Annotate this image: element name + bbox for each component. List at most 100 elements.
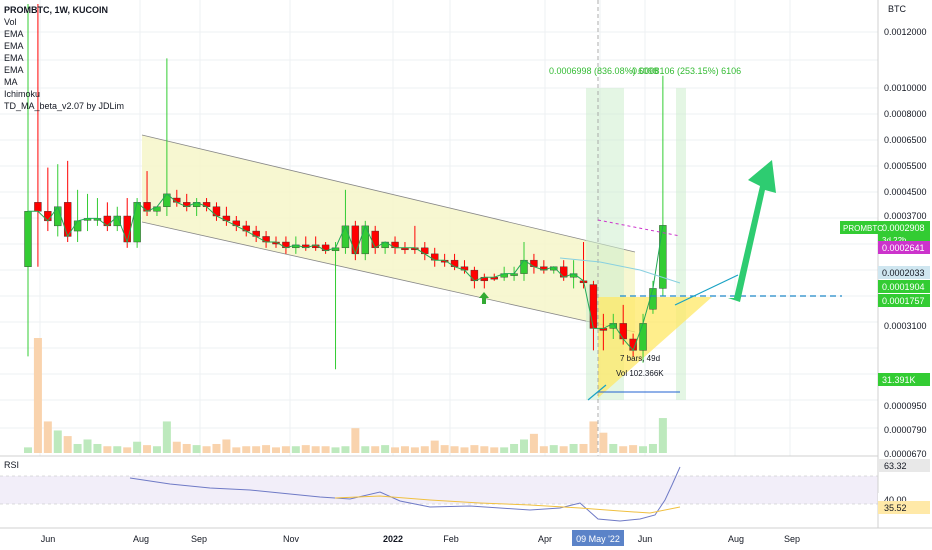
price-tick-label: 0.0006500 bbox=[884, 135, 927, 145]
candle-body bbox=[391, 241, 399, 249]
indicator-ma[interactable]: MA bbox=[4, 77, 18, 87]
volume-bar bbox=[291, 446, 300, 453]
volume-bar bbox=[202, 446, 211, 453]
volume-bar bbox=[281, 446, 290, 453]
volume-bar bbox=[470, 445, 479, 453]
price-tick-label: 0.0000670 bbox=[884, 449, 927, 459]
volume-bar bbox=[272, 447, 280, 453]
ema-line bbox=[28, 193, 664, 352]
candle-body bbox=[123, 215, 131, 243]
volume-bar bbox=[391, 447, 400, 453]
time-tick-label: 2022 bbox=[383, 534, 403, 544]
candle-body bbox=[371, 230, 379, 249]
ma-line bbox=[559, 257, 681, 284]
volume-bar bbox=[490, 447, 499, 453]
volume-bar bbox=[83, 439, 92, 453]
price-badge-value: 0.0001904 bbox=[882, 282, 925, 292]
indicator-ema-3[interactable]: EMA bbox=[4, 53, 24, 63]
price-tick-label: 0.0000790 bbox=[884, 425, 927, 435]
volume-bar bbox=[430, 440, 439, 453]
rsi-line bbox=[129, 466, 681, 522]
volume-bar bbox=[480, 446, 489, 453]
volume-bar bbox=[103, 446, 112, 453]
time-tick-label: Sep bbox=[191, 534, 207, 544]
price-badge-value: 0.0002641 bbox=[882, 243, 925, 253]
volume-bar bbox=[143, 445, 152, 453]
indicator-ema-4[interactable]: EMA bbox=[4, 65, 24, 75]
volume-bar bbox=[24, 447, 32, 453]
indicator-ema-1[interactable]: EMA bbox=[4, 29, 24, 39]
price-tick-label: 0.0005500 bbox=[884, 161, 927, 171]
candle-body bbox=[361, 225, 369, 255]
volume-bar bbox=[629, 445, 638, 453]
volume-bar bbox=[262, 445, 271, 453]
volume-bar bbox=[113, 446, 122, 453]
price-badge bbox=[878, 373, 930, 386]
chart-legend: PROMBTC, 1W, KUCOIN Vol EMA EMA EMA EMA … bbox=[4, 4, 124, 112]
symbol-title[interactable]: PROMBTC, 1W, KUCOIN bbox=[4, 5, 109, 15]
volume-bar bbox=[182, 443, 191, 453]
volume-bar bbox=[222, 439, 231, 453]
price-tick-label: 0.0008000 bbox=[884, 109, 927, 119]
volume-bar bbox=[351, 428, 360, 453]
candle-body bbox=[619, 323, 627, 340]
price-badge bbox=[878, 241, 930, 254]
diag-line bbox=[587, 384, 607, 401]
time-tick-label: Sep bbox=[784, 534, 800, 544]
volume-bar bbox=[331, 447, 340, 453]
candle-body bbox=[530, 259, 538, 267]
price-axis-panel bbox=[878, 0, 932, 528]
candle-body bbox=[659, 225, 667, 289]
indicator-td-ma[interactable]: TD_MA_beta_v2.07 by JDLim bbox=[4, 101, 125, 111]
volume-bar bbox=[510, 443, 519, 453]
candle-body bbox=[351, 225, 360, 255]
measure-label-left: 0.0006998 (836.08%) 6098 bbox=[549, 66, 658, 76]
candle-body bbox=[639, 323, 647, 351]
volume-bar bbox=[242, 446, 251, 453]
volume-bar bbox=[341, 446, 350, 453]
price-badge-value: 0.0002908 bbox=[882, 223, 925, 233]
volume-bar bbox=[93, 443, 102, 453]
volume-bar bbox=[559, 446, 568, 453]
price-tick-label: 0.0012000 bbox=[884, 27, 927, 37]
symbol-badge-label: PROMBTC bbox=[843, 224, 883, 233]
candle-body bbox=[73, 220, 82, 232]
volume-bar bbox=[361, 446, 370, 453]
time-cursor-badge bbox=[572, 530, 624, 546]
indicator-ema-2[interactable]: EMA bbox=[4, 41, 24, 51]
rsi-label: RSI bbox=[4, 460, 19, 470]
volume-bar bbox=[232, 447, 241, 453]
vol-label: Vol 102.366K bbox=[616, 369, 664, 378]
price-tick-label: 0.0004500 bbox=[884, 187, 927, 197]
volume-bar bbox=[529, 433, 538, 453]
price-badge bbox=[878, 294, 930, 307]
volume-bar bbox=[252, 446, 261, 453]
symbol-badge bbox=[840, 221, 878, 234]
volume-bar bbox=[639, 446, 648, 453]
time-tick-label: Apr bbox=[538, 534, 552, 544]
volume-bar bbox=[619, 446, 628, 453]
volume-bar bbox=[539, 446, 548, 453]
descending-channel bbox=[142, 135, 635, 332]
volume-bar bbox=[440, 445, 449, 453]
candle-body bbox=[589, 284, 598, 329]
price-tick-label: 0.0003700 bbox=[884, 211, 927, 221]
volume-bars bbox=[24, 338, 667, 453]
indicator-vol[interactable]: Vol bbox=[4, 17, 17, 27]
volume-bar bbox=[549, 445, 558, 453]
td-up-arrow bbox=[479, 292, 489, 304]
indicator-ichimoku[interactable]: Ichimoku bbox=[4, 89, 41, 99]
rsi-ma-line bbox=[334, 495, 681, 514]
volume-bar bbox=[589, 421, 598, 453]
price-badge bbox=[878, 266, 930, 279]
candle-body bbox=[559, 266, 568, 278]
rsi-value: 40.00 bbox=[884, 495, 907, 505]
volume-bar bbox=[53, 430, 62, 453]
volume-bar bbox=[381, 445, 390, 453]
volume-bar bbox=[301, 445, 310, 453]
time-tick-label: Jun bbox=[41, 534, 56, 544]
volume-bar bbox=[43, 421, 52, 453]
rsi-value: 63.32 bbox=[884, 461, 907, 471]
